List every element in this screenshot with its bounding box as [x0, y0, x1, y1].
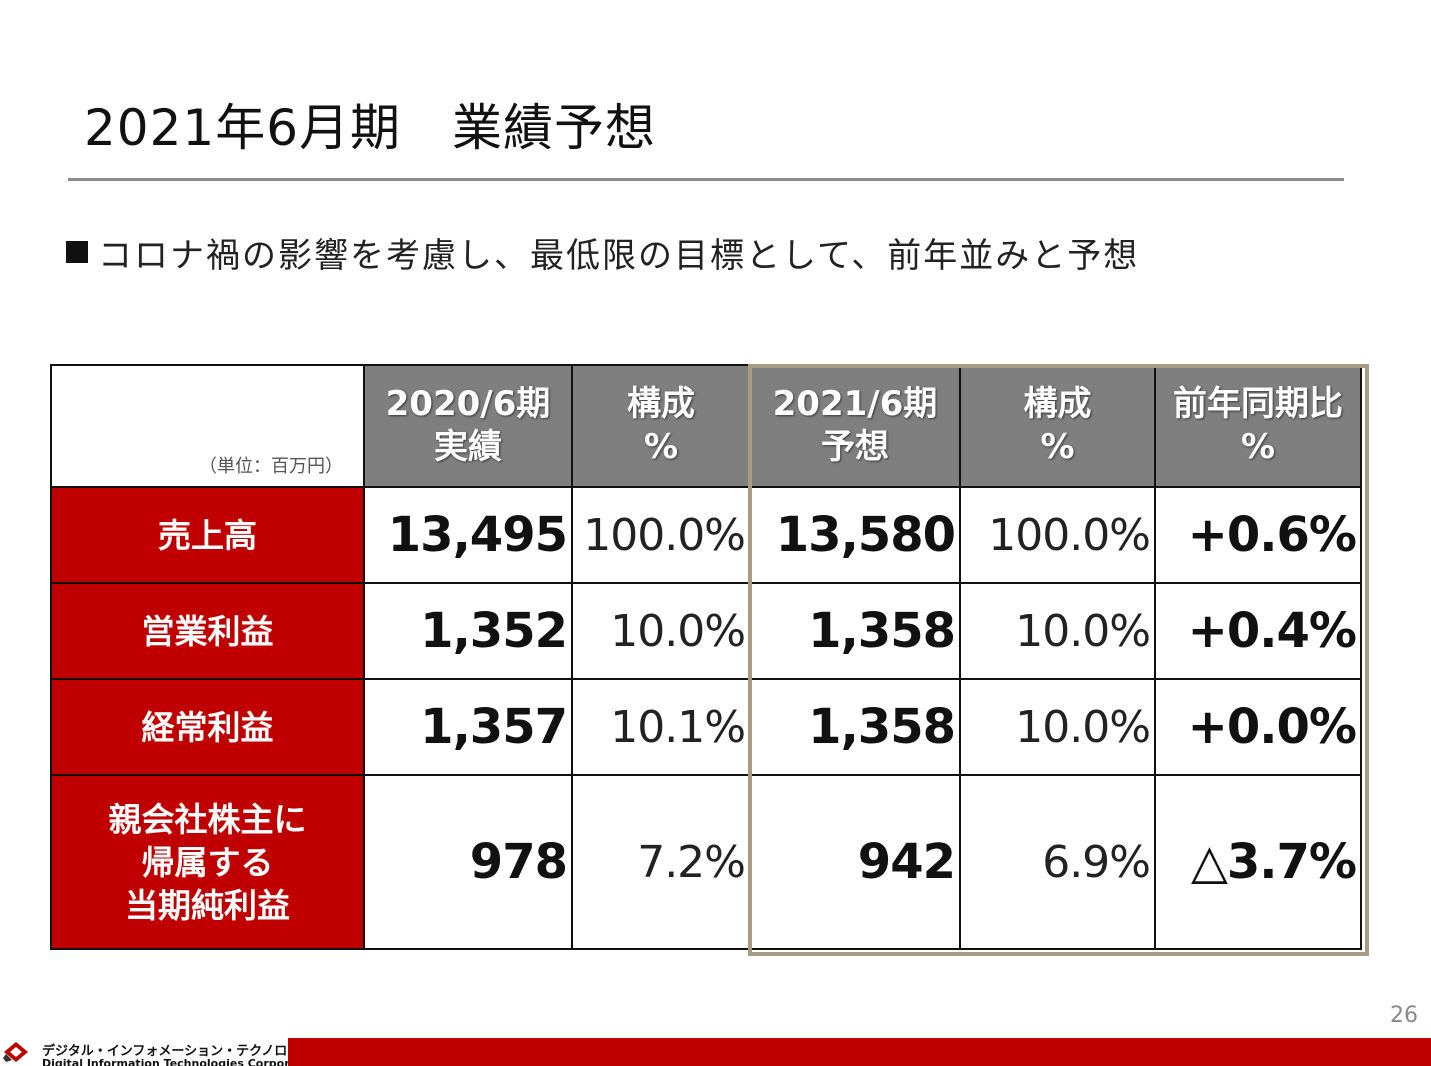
forecast-ratio: 100.0% [959, 486, 1156, 584]
row-label-ordinary-income: 経常利益 [50, 678, 365, 776]
unit-cell: （単位：百万円） [50, 364, 365, 488]
actual-ratio: 7.2% [571, 774, 751, 950]
row-label-operating-income: 営業利益 [50, 582, 365, 680]
square-bullet-icon [66, 241, 88, 263]
title-divider [68, 178, 1344, 181]
row-label-net-income: 親会社株主に 帰属する 当期純利益 [50, 774, 365, 950]
company-name-jp: デジタル・インフォメーション・テクノロジー株式会社 [42, 1044, 366, 1059]
header-actual-ratio: 構成% [571, 364, 751, 488]
yoy-value: +0.6% [1154, 486, 1362, 584]
header-actual-2020: 2020/6期 実績 [363, 364, 573, 488]
actual-value: 13,495 [363, 486, 573, 584]
forecast-value: 942 [749, 774, 961, 950]
table-row: 経常利益 1,357 10.1% 1,358 10.0% +0.0% [50, 678, 1362, 776]
forecast-ratio: 6.9% [959, 774, 1156, 950]
actual-ratio: 10.0% [571, 582, 751, 680]
table-header-row: （単位：百万円） 2020/6期 実績 構成% 2021/6期 予想 構成% 前年同… [50, 364, 1362, 488]
forecast-ratio: 10.0% [959, 582, 1156, 680]
company-logo-icon [3, 1042, 28, 1062]
row-label-sales: 売上高 [50, 486, 365, 584]
footer-accent-band [288, 1038, 1431, 1066]
table-row: 親会社株主に 帰属する 当期純利益 978 7.2% 942 6.9% △3.7… [50, 774, 1362, 950]
forecast-table: （単位：百万円） 2020/6期 実績 構成% 2021/6期 予想 構成% 前年同… [50, 364, 1362, 950]
company-name-en: Digital Information Technologies Corpora… [42, 1057, 322, 1066]
yoy-value: +0.0% [1154, 678, 1362, 776]
slide-title: 2021年6月期 業績予想 [84, 99, 657, 157]
header-yoy: 前年同期比% [1154, 364, 1362, 488]
forecast-value: 13,580 [749, 486, 961, 584]
yoy-value: +0.4% [1154, 582, 1362, 680]
table-row: 売上高 13,495 100.0% 13,580 100.0% +0.6% [50, 486, 1362, 584]
actual-ratio: 10.1% [571, 678, 751, 776]
footer: デジタル・インフォメーション・テクノロジー株式会社 Digital Inform… [0, 1036, 1431, 1066]
actual-value: 1,357 [363, 678, 573, 776]
forecast-value: 1,358 [749, 678, 961, 776]
header-forecast-ratio: 構成% [959, 364, 1156, 488]
actual-ratio: 100.0% [571, 486, 751, 584]
page-number: 26 [1390, 1003, 1418, 1028]
header-forecast-2021: 2021/6期 予想 [749, 364, 961, 488]
summary-bullet: コロナ禍の影響を考慮し、最低限の目標として、前年並みと予想 [66, 228, 1139, 277]
table-row: 営業利益 1,352 10.0% 1,358 10.0% +0.4% [50, 582, 1362, 680]
yoy-value: △3.7% [1154, 774, 1362, 950]
unit-label: （単位：百万円） [199, 456, 343, 477]
actual-value: 1,352 [363, 582, 573, 680]
forecast-ratio: 10.0% [959, 678, 1156, 776]
actual-value: 978 [363, 774, 573, 950]
summary-text: コロナ禍の影響を考慮し、最低限の目標として、前年並みと予想 [98, 236, 1140, 276]
forecast-value: 1,358 [749, 582, 961, 680]
